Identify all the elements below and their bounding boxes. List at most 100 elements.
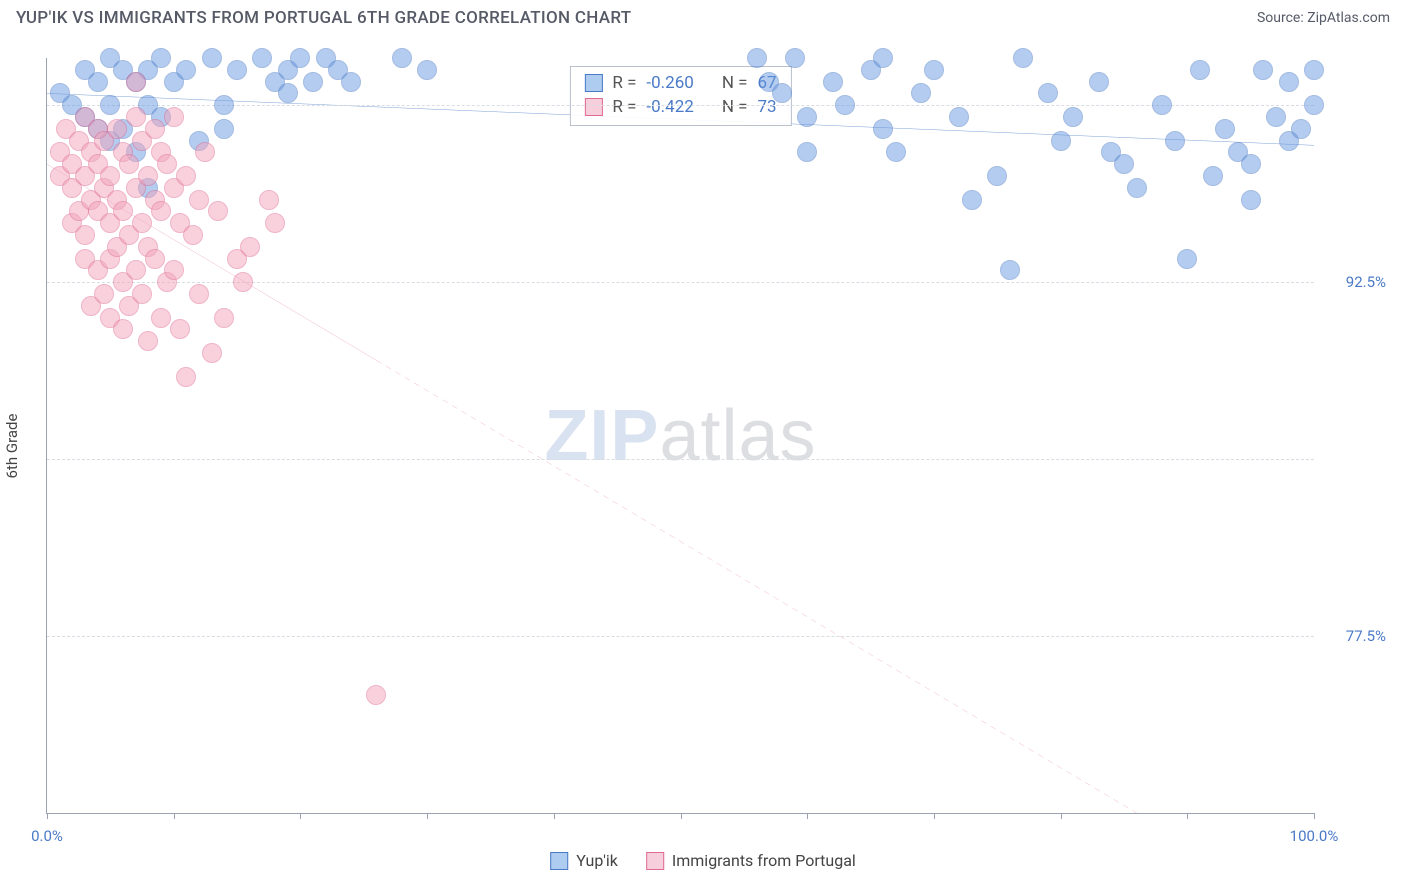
data-point (100, 166, 120, 186)
swatch-yupik (550, 852, 568, 870)
chart-source: Source: ZipAtlas.com (1257, 10, 1390, 26)
data-point (119, 154, 139, 174)
x-tick (1314, 813, 1315, 819)
data-point (747, 48, 767, 68)
data-point (157, 154, 177, 174)
data-point (1114, 154, 1134, 174)
data-point (227, 60, 247, 80)
data-point (1203, 166, 1223, 186)
data-point (132, 284, 152, 304)
x-tick (47, 813, 48, 819)
x-tick-label: 100.0% (1290, 827, 1339, 845)
data-point (208, 201, 228, 221)
data-point (164, 107, 184, 127)
swatch-yupik (584, 74, 602, 92)
data-point (151, 48, 171, 68)
data-point (164, 260, 184, 280)
data-point (1038, 83, 1058, 103)
data-point (1000, 260, 1020, 280)
x-tick-label: 0.0% (31, 827, 63, 845)
data-point (195, 142, 215, 162)
data-point (911, 83, 931, 103)
legend-item-portugal: Immigrants from Portugal (646, 851, 856, 870)
data-point (176, 60, 196, 80)
data-point (1253, 60, 1273, 80)
data-point (1304, 60, 1324, 80)
swatch-portugal (584, 98, 602, 116)
data-point (1266, 107, 1286, 127)
stats-row-yupik: R = -0.260 N = 67 (584, 71, 776, 95)
data-point (88, 72, 108, 92)
data-point (1279, 72, 1299, 92)
y-tick-label: 77.5% (1346, 627, 1386, 645)
data-point (1241, 154, 1261, 174)
data-point (176, 166, 196, 186)
data-point (797, 107, 817, 127)
y-tick-label: 92.5% (1346, 273, 1386, 291)
data-point (183, 225, 203, 245)
gridline (47, 636, 1314, 637)
data-point (987, 166, 1007, 186)
data-point (202, 343, 222, 363)
data-point (189, 190, 209, 210)
x-tick (1187, 813, 1188, 819)
data-point (1291, 119, 1311, 139)
watermark: ZIPatlas (544, 395, 816, 477)
data-point (873, 119, 893, 139)
data-point (1304, 95, 1324, 115)
data-point (772, 83, 792, 103)
data-point (1215, 119, 1235, 139)
data-point (233, 272, 253, 292)
stats-row-portugal: R = -0.422 N = 73 (584, 95, 776, 119)
data-point (366, 685, 386, 705)
data-point (1152, 95, 1172, 115)
data-point (170, 319, 190, 339)
data-point (417, 60, 437, 80)
data-point (126, 107, 146, 127)
y-axis-title: 6th Grade (3, 414, 21, 479)
data-point (1177, 249, 1197, 269)
data-point (259, 190, 279, 210)
data-point (823, 72, 843, 92)
x-tick (934, 813, 935, 819)
data-point (214, 95, 234, 115)
gridline (47, 105, 1314, 106)
data-point (189, 284, 209, 304)
data-point (1013, 48, 1033, 68)
legend-item-yupik: Yup'ik (550, 851, 618, 870)
data-point (1241, 190, 1261, 210)
x-tick (554, 813, 555, 819)
data-point (107, 119, 127, 139)
data-point (214, 308, 234, 328)
data-point (138, 331, 158, 351)
x-tick (807, 813, 808, 819)
x-tick (681, 813, 682, 819)
data-point (1190, 60, 1210, 80)
data-point (835, 95, 855, 115)
data-point (126, 72, 146, 92)
data-point (1127, 178, 1147, 198)
data-point (75, 225, 95, 245)
data-point (100, 95, 120, 115)
data-point (113, 201, 133, 221)
data-point (126, 260, 146, 280)
swatch-portugal (646, 852, 664, 870)
data-point (886, 142, 906, 162)
data-point (924, 60, 944, 80)
x-tick (427, 813, 428, 819)
x-tick (174, 813, 175, 819)
bottom-legend: Yup'ik Immigrants from Portugal (550, 851, 856, 870)
x-tick (300, 813, 301, 819)
data-point (214, 119, 234, 139)
data-point (797, 142, 817, 162)
data-point (1165, 131, 1185, 151)
x-tick (1061, 813, 1062, 819)
chart-title: YUP'IK VS IMMIGRANTS FROM PORTUGAL 6TH G… (16, 8, 631, 28)
data-point (145, 119, 165, 139)
data-point (145, 249, 165, 269)
data-point (176, 367, 196, 387)
data-point (392, 48, 412, 68)
data-point (252, 48, 272, 68)
data-point (132, 213, 152, 233)
data-point (240, 237, 260, 257)
